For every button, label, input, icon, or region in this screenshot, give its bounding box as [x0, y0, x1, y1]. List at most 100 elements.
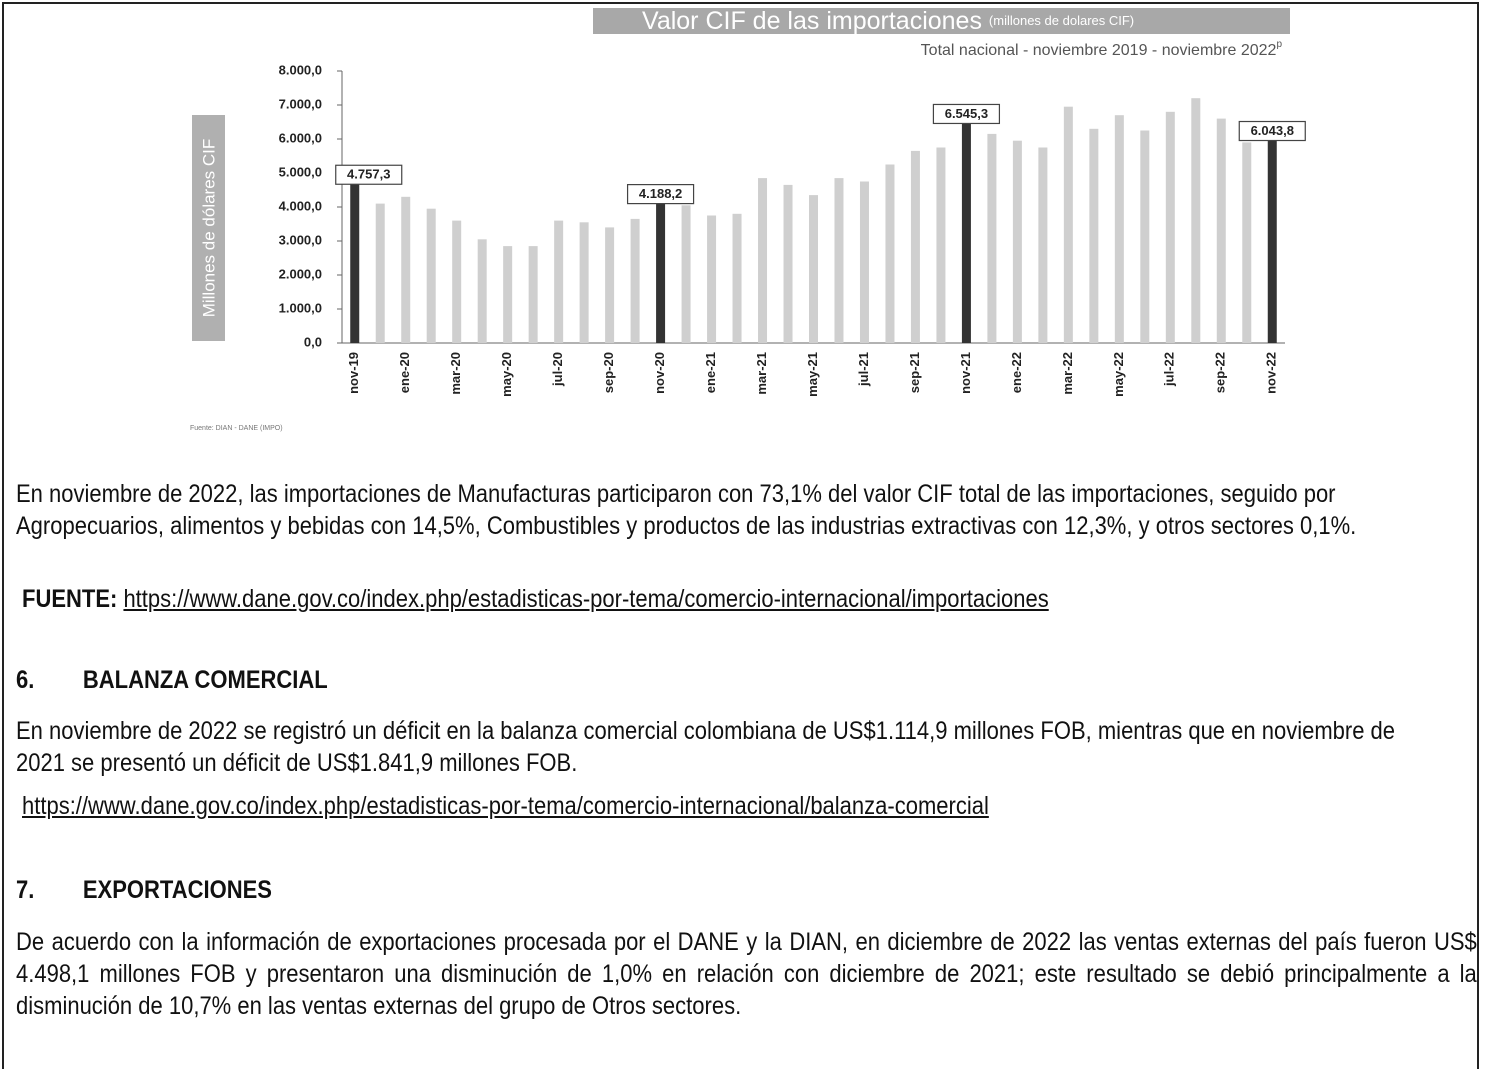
x-tick-label: ene-20: [397, 352, 412, 393]
bar: [1012, 140, 1022, 343]
chart-source: Fuente: DIAN - DANE (IMPO): [190, 425, 283, 432]
bar: [426, 208, 436, 343]
y-tick-label: 6.000,0: [279, 130, 322, 145]
x-tick-label: mar-21: [754, 352, 769, 395]
y-tick-label: 1.000,0: [279, 300, 322, 315]
bar: [732, 213, 742, 343]
bar: [1063, 106, 1073, 343]
bar: [758, 178, 768, 343]
bar: [1089, 128, 1099, 343]
data-label-box: [335, 164, 403, 185]
bar: [681, 205, 691, 343]
x-tick-label: jul-22: [1162, 352, 1177, 387]
bar: [936, 147, 946, 343]
bar: [375, 203, 385, 343]
x-tick-label: nov-20: [652, 352, 667, 394]
bar: [1242, 142, 1252, 343]
bar: [528, 246, 538, 343]
bar: [1191, 98, 1201, 343]
section-number: 7.: [16, 876, 35, 904]
x-tick-label: ene-21: [703, 352, 718, 393]
title-main: Valor CIF de las importaciones: [642, 7, 982, 35]
section-text: En noviembre de 2022 se registró un défi…: [16, 717, 1396, 777]
data-label: 4.188,2: [639, 186, 682, 201]
section-text: De acuerdo con la información de exporta…: [16, 928, 1477, 1020]
y-tick-label: 5.000,0: [279, 164, 322, 179]
bar: [1216, 118, 1226, 343]
chart-subtitle: Total nacional - noviembre 2019 - noviem…: [921, 39, 1283, 60]
source-label: FUENTE:: [22, 585, 118, 613]
title-banner: [593, 8, 1290, 34]
x-tick-label: may-22: [1111, 352, 1126, 397]
bar: [859, 181, 869, 343]
data-label: 6.043,8: [1251, 123, 1294, 138]
x-tick-label: mar-20: [448, 352, 463, 395]
chart: Valor CIF de las importaciones (millones…: [190, 7, 1306, 432]
x-tick-label: sep-20: [601, 352, 616, 393]
bar: [910, 150, 920, 343]
y-tick-label: 4.000,0: [279, 198, 322, 213]
section-title: EXPORTACIONES: [82, 876, 272, 904]
section-link: https://www.dane.gov.co/index.php/estadi…: [22, 792, 989, 820]
chart-title: Valor CIF de las importaciones (millones…: [642, 7, 1134, 35]
bar: [1140, 130, 1150, 343]
bar: [783, 184, 793, 343]
data-label-box: [626, 184, 695, 205]
data-label: 6.545,3: [945, 106, 988, 121]
x-tick-label: sep-22: [1213, 352, 1228, 393]
x-tick-label: ene-22: [1009, 352, 1024, 393]
y-tick-label: 7.000,0: [279, 96, 322, 111]
bar: [1267, 137, 1277, 343]
bar: [401, 196, 411, 343]
section-link-line: https://www.dane.gov.co/index.php/estadi…: [22, 790, 1483, 822]
section-heading: 7. EXPORTACIONES: [16, 874, 1477, 906]
subtitle-main: Total nacional - noviembre 2019 - noviem…: [921, 42, 1277, 59]
x-tick-label: may-21: [805, 352, 820, 397]
x-tick-label: may-20: [499, 352, 514, 397]
bar: [987, 133, 997, 343]
x-tick-label: mar-22: [1060, 352, 1075, 395]
source-line: FUENTE: https://www.dane.gov.co/index.ph…: [22, 583, 1483, 615]
y-tick-label: 0,0: [304, 334, 322, 349]
bar: [656, 200, 666, 343]
bar: [503, 246, 513, 343]
source-link: https://www.dane.gov.co/index.php/estadi…: [123, 585, 1049, 613]
title-note: (millones de dolares CIF): [989, 13, 1134, 28]
y-tick-label: 2.000,0: [279, 266, 322, 281]
x-tick-label: sep-21: [907, 352, 922, 393]
x-tick-label: nov-21: [958, 352, 973, 394]
bar: [885, 164, 895, 343]
bar: [605, 227, 615, 343]
bar: [1165, 111, 1175, 343]
bar: [809, 195, 818, 343]
subtitle-sup: p: [1276, 39, 1282, 50]
bar: [477, 239, 487, 343]
x-tick-label: nov-19: [346, 352, 361, 394]
y-label-box: [192, 115, 225, 341]
x-tick-label: jul-21: [856, 352, 871, 387]
y-tick-label: 3.000,0: [279, 232, 322, 247]
bar: [350, 181, 360, 343]
data-label-box: [1238, 120, 1306, 142]
data-label: 4.757,3: [347, 167, 390, 182]
bar: [834, 178, 844, 343]
section-heading: 6. BALANZA COMERCIAL: [16, 664, 1477, 696]
bar: [579, 222, 589, 343]
bar: [554, 220, 564, 343]
paragraph: En noviembre de 2022, las importaciones …: [16, 480, 1357, 540]
section-title: BALANZA COMERCIAL: [82, 666, 328, 694]
bar: [1114, 115, 1124, 343]
x-tick-label: jul-20: [550, 352, 565, 387]
section-number: 6.: [16, 666, 35, 694]
x-tick-label: nov-22: [1264, 352, 1279, 394]
y-tick-label: 8.000,0: [279, 62, 322, 77]
bar: [707, 215, 717, 343]
bar: [630, 218, 640, 343]
y-axis-label: Millones de dólares CIF: [199, 139, 218, 318]
bar: [961, 120, 971, 343]
bar: [1038, 147, 1048, 343]
data-label-box: [932, 103, 1001, 125]
bar: [452, 220, 462, 343]
